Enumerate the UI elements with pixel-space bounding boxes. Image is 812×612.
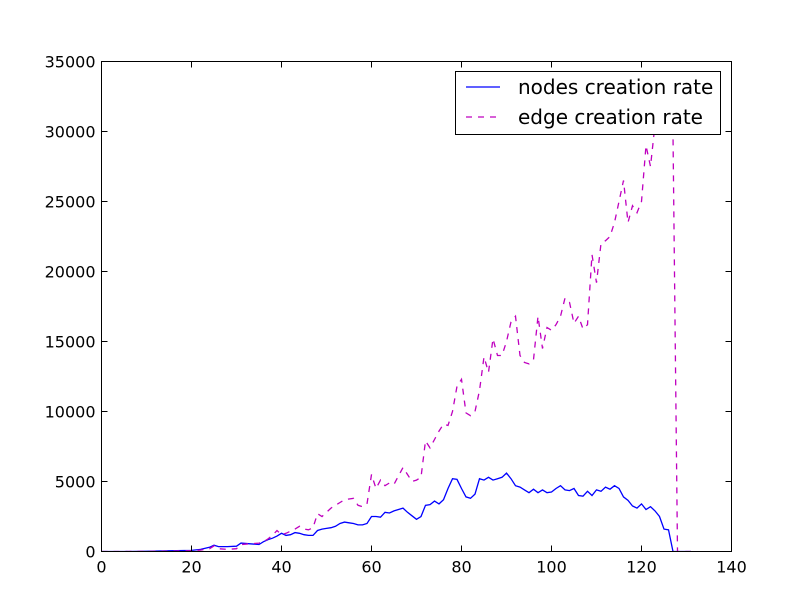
y-tick-label: 15000	[45, 333, 96, 352]
x-tick-label: 60	[361, 558, 381, 577]
y-tick-label: 10000	[45, 403, 96, 422]
ticks-layer: 0 20 40 60 80 100 120 140 0 5000 10000 15000 20000 25…	[45, 53, 747, 577]
x-tick-label: 100	[536, 558, 567, 577]
x-tick-label: 0	[96, 558, 106, 577]
legend-box	[455, 71, 721, 135]
y-tick-label: 30000	[45, 123, 96, 142]
x-tick-label: 120	[626, 558, 657, 577]
legend: nodes creation rate edge creation rate	[455, 71, 721, 135]
x-tick-label: 20	[181, 558, 201, 577]
x-tick-label: 140	[716, 558, 747, 577]
series-line-nodes	[101, 472, 691, 552]
x-tick-label: 80	[451, 558, 471, 577]
legend-label-edges: edge creation rate	[518, 105, 703, 129]
series-layer	[101, 122, 691, 552]
x-tick-label: 40	[271, 558, 291, 577]
y-tick-label: 35000	[45, 53, 96, 72]
plot-frame	[101, 61, 732, 552]
plot-area	[101, 61, 732, 552]
y-tick-label: 0	[85, 543, 95, 562]
y-tick-label: 20000	[45, 263, 96, 282]
y-tick-label: 5000	[55, 473, 96, 492]
legend-label-nodes: nodes creation rate	[518, 75, 713, 99]
y-tick-label: 25000	[45, 193, 96, 212]
